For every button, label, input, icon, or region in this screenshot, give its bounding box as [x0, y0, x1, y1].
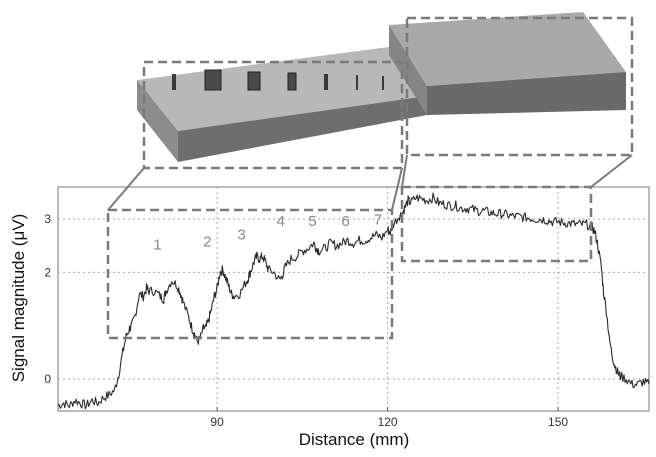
- x-tick-label-1: 120: [378, 415, 398, 429]
- annotation-defect-3: 3: [237, 226, 245, 243]
- defect-7: [382, 76, 384, 90]
- y-tick-label-2: 3: [44, 212, 51, 226]
- block-right-top: [389, 12, 626, 86]
- callout-box-top-right: [405, 16, 634, 157]
- annotation-defect-5: 5: [308, 213, 316, 230]
- y-tick-labels: 0 2 3: [44, 212, 51, 386]
- y-tick-label-1: 2: [44, 265, 51, 279]
- x-tick-label-2: 150: [548, 415, 568, 429]
- specimen-illustration: [137, 12, 634, 170]
- defect-5: [324, 74, 328, 90]
- connector-left-2: [391, 167, 403, 211]
- defects: [172, 69, 384, 91]
- defect-1: [172, 74, 176, 90]
- connector-right-1: [401, 154, 408, 188]
- series-line-0: [57, 192, 650, 410]
- plate-left-front: [178, 96, 427, 162]
- series-layer: [57, 192, 650, 410]
- connector-left-1: [107, 167, 145, 211]
- callout-box-chart-left: [106, 208, 394, 340]
- callout-box-chart-right: [400, 185, 593, 263]
- defect-2: [204, 69, 222, 91]
- x-axis-label: Distance (mm): [299, 430, 410, 449]
- annotation-defect-4: 4: [277, 213, 285, 230]
- block-right-front: [427, 72, 626, 115]
- defect-6: [356, 75, 358, 90]
- annotation-defect-7: 7: [374, 211, 382, 228]
- plate-left-side: [137, 80, 178, 162]
- plot-frame: [57, 186, 650, 412]
- annotation-defect-2: 2: [203, 234, 211, 251]
- plate-left-top: [137, 47, 427, 131]
- connector-right-2: [590, 154, 633, 188]
- annotation-defect-6: 6: [341, 213, 349, 230]
- callout-box-top-left: [142, 60, 404, 170]
- y-tick-label-0: 0: [44, 372, 51, 386]
- annotation-layer: 1 2 3 4 5 6 7: [153, 211, 382, 253]
- y-axis-label: Signal magnitude (μV): [9, 214, 28, 383]
- defect-4: [287, 72, 297, 91]
- grid: [58, 187, 649, 411]
- annotation-defect-1: 1: [153, 236, 161, 253]
- defect-3: [247, 71, 261, 91]
- x-tick-label-0: 90: [210, 415, 224, 429]
- chart: 90 120 150 0 2 3 1 2 3 4 5 6 7 Distance (mm) Signa…: [9, 154, 650, 449]
- x-tick-labels: 90 120 150: [210, 415, 568, 429]
